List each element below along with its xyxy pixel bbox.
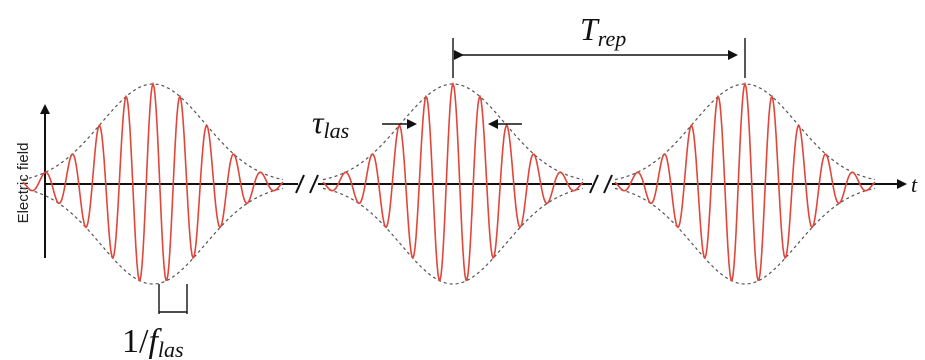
pulse-2-carrier-wave xyxy=(322,81,584,282)
pulse-3 xyxy=(614,81,876,285)
period-dimension: Trep xyxy=(452,11,746,78)
pulse-2 xyxy=(322,81,584,285)
pulse-3-carrier-wave xyxy=(614,81,876,282)
x-axis xyxy=(45,174,907,194)
duration-label: τlas xyxy=(312,104,349,143)
pulse-2-upper-envelope xyxy=(322,83,584,181)
axis-break-2 xyxy=(589,174,613,194)
pulse-3-upper-envelope xyxy=(614,83,876,181)
axis-break-1 xyxy=(295,174,319,194)
carrier-period-annotation: 1/flas xyxy=(122,284,188,360)
pulse-1-carrier-wave xyxy=(22,81,284,282)
pulses-group xyxy=(22,81,876,285)
period-label: Trep xyxy=(580,11,626,51)
pulse-1-lower-envelope xyxy=(22,187,284,285)
pulse-1-upper-envelope xyxy=(22,83,284,181)
x-axis-label: t xyxy=(911,172,918,197)
carrier-period-label: 1/flas xyxy=(122,323,184,360)
pulse-3-lower-envelope xyxy=(614,187,876,285)
duration-annotation: τlas xyxy=(312,104,522,143)
pulse-2-lower-envelope xyxy=(322,187,584,285)
pulse-1 xyxy=(22,81,284,285)
